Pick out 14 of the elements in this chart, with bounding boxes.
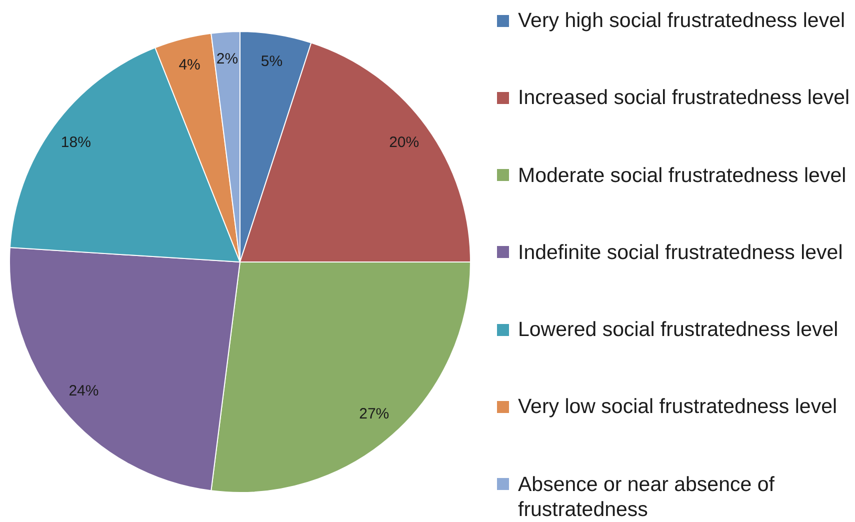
- data-label: 24%: [68, 382, 99, 400]
- data-label: 27%: [359, 405, 390, 422]
- data-label: 2%: [216, 50, 238, 68]
- legend-label: Very high social frustratedness level: [518, 8, 846, 33]
- data-label: 20%: [389, 134, 420, 151]
- legend-label: Very low social frustratedness level: [518, 394, 838, 420]
- data-label: 18%: [60, 134, 91, 151]
- legend-label: Moderate social frustratedness level: [518, 162, 848, 188]
- legend-label: Absence or near absence of frustratedness: [518, 472, 776, 522]
- legend-label: Indefinite social frustratedness level: [518, 240, 844, 265]
- legend-label: Increased social frustratedness level: [518, 85, 851, 110]
- legend-label: Lowered social frustratedness level: [518, 317, 840, 342]
- data-label: 5%: [260, 52, 283, 70]
- data-label: 4%: [178, 56, 200, 74]
